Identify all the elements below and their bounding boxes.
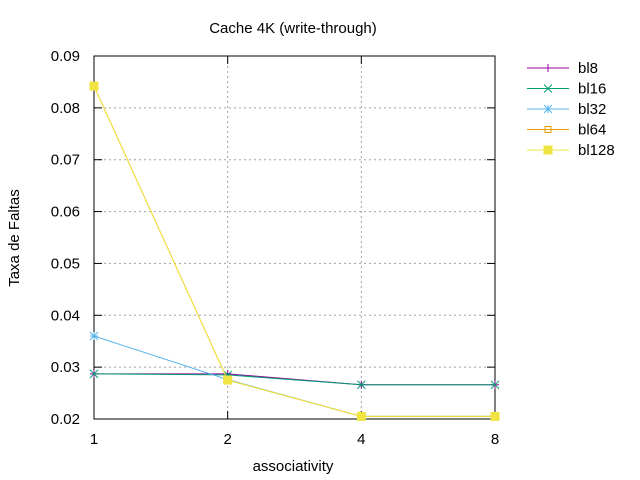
legend-label: bl16 (578, 81, 606, 98)
x-tick-label: 4 (357, 431, 365, 448)
data-point-bl16 (89, 369, 99, 379)
y-tick-label: 0.03 (51, 359, 80, 376)
y-tick-label: 0.05 (51, 255, 80, 272)
legend-item-bl16: bl16 (527, 81, 606, 98)
axes (93, 55, 496, 420)
y-tick-label: 0.09 (51, 48, 80, 65)
legend-item-bl64: bl64 (527, 122, 606, 139)
y-tick-label: 0.04 (51, 307, 80, 324)
chart-title: Cache 4K (write-through) (209, 20, 377, 37)
data-point-bl128 (89, 81, 99, 91)
y-axis-ticks: 0.02 0.03 0.04 0.05 0.06 0.07 0.08 0.09 (51, 48, 495, 428)
legend-marker (544, 64, 552, 72)
x-tick-label: 8 (491, 431, 499, 448)
data-point-bl128 (223, 375, 233, 385)
series-line-bl8 (94, 373, 495, 386)
y-tick-label: 0.06 (51, 204, 80, 221)
data-point-bl128 (356, 411, 366, 421)
legend-label: bl8 (578, 60, 598, 77)
legend-label: bl64 (578, 122, 606, 139)
x-tick-label: 1 (90, 431, 98, 448)
series-lines (89, 81, 500, 421)
data-point-bl16 (356, 380, 366, 390)
legend-marker (543, 104, 553, 114)
legend-item-bl32: bl32 (527, 101, 606, 118)
legend-marker (543, 145, 553, 155)
data-point-bl16 (490, 380, 500, 390)
legend-item-bl8: bl8 (527, 60, 598, 77)
y-tick-label: 0.02 (51, 411, 80, 428)
series-line-bl32 (93, 335, 495, 417)
legend-marker (544, 126, 552, 133)
x-axis-ticks: 1 2 4 8 (90, 56, 499, 448)
legend-label: bl128 (578, 142, 615, 159)
legend-item-bl128: bl128 (527, 142, 615, 159)
plot-frame (93, 55, 496, 420)
x-axis-label: associativity (253, 458, 334, 475)
series-line-bl16 (93, 373, 495, 386)
data-point-bl128 (490, 411, 500, 421)
legend-label: bl32 (578, 101, 606, 118)
x-tick-label: 2 (223, 431, 231, 448)
y-axis-label: Taxa de Faltas (6, 189, 23, 287)
data-point-bl32 (89, 331, 99, 341)
series-line-bl128 (93, 85, 495, 417)
y-tick-label: 0.08 (51, 100, 80, 117)
grid (94, 56, 495, 419)
legend-marker (543, 84, 553, 93)
legend: bl8 bl16 bl32 bl64 bl128 (527, 60, 615, 159)
y-tick-label: 0.07 (51, 152, 80, 169)
